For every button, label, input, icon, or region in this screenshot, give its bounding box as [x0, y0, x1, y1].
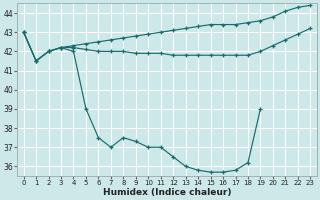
X-axis label: Humidex (Indice chaleur): Humidex (Indice chaleur)	[103, 188, 231, 197]
